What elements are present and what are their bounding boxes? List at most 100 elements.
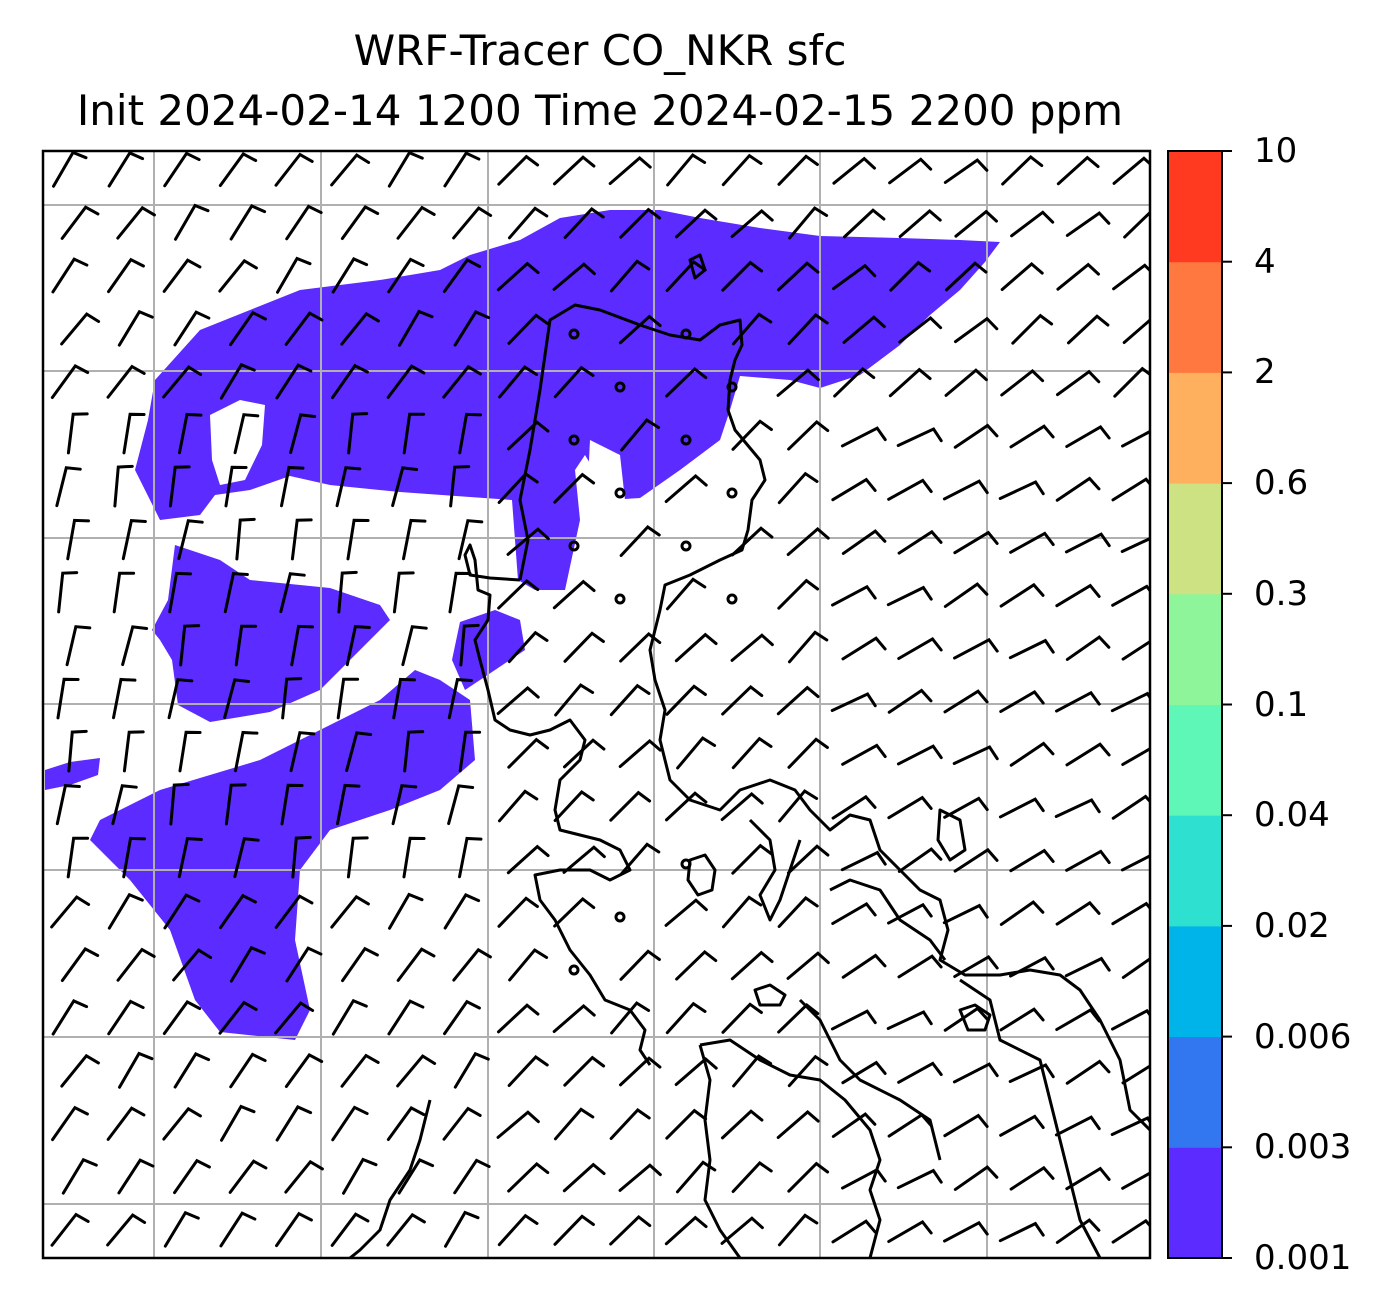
- wind-barb: [106, 364, 146, 399]
- wind-barb: [1011, 313, 1054, 345]
- wind-barb: [229, 204, 267, 241]
- wind-barb: [229, 1052, 267, 1089]
- colorbar-segment: [1168, 1036, 1222, 1148]
- wind-barb: [169, 782, 190, 826]
- calm-circle: [568, 434, 580, 446]
- wind-barb: [177, 836, 203, 879]
- wind-barb: [122, 730, 145, 773]
- wind-barb: [1009, 531, 1055, 554]
- wind-barb: [840, 850, 887, 872]
- plume-hole-2: [588, 440, 625, 505]
- wind-barb: [507, 313, 549, 345]
- wind-barb: [388, 892, 424, 930]
- wind-barb: [507, 1161, 550, 1193]
- calm-circle: [680, 858, 692, 870]
- wind-barb: [619, 207, 662, 239]
- coastline-west-bay: [463, 543, 652, 1066]
- wind-barb: [776, 1109, 820, 1140]
- wind-barb: [391, 784, 418, 826]
- colorbar-tick-label: 0.1: [1254, 684, 1309, 725]
- wind-barb: [830, 692, 877, 712]
- wind-barb: [218, 1000, 258, 1035]
- calm-circle: [568, 964, 580, 976]
- wind-barb: [999, 690, 1045, 713]
- wind-barb: [121, 625, 149, 667]
- calm-circle: [614, 381, 626, 393]
- wind-barb: [731, 1161, 773, 1194]
- wind-barb: [447, 784, 475, 826]
- wind-barb: [886, 585, 933, 607]
- wind-barb: [442, 1106, 482, 1141]
- colorbar-tick-label: 4: [1254, 241, 1276, 282]
- wind-barb: [398, 309, 434, 347]
- wind-barb: [1056, 155, 1100, 186]
- wind-barb: [999, 582, 1045, 608]
- wind-barb: [218, 258, 258, 293]
- wind-barb: [553, 896, 596, 928]
- wind-barb: [279, 572, 306, 614]
- wind-barb: [553, 365, 595, 399]
- colorbar-tick-label: 10: [1254, 131, 1298, 171]
- wind-barb: [831, 1112, 877, 1138]
- colorbar-tick-label: 2: [1254, 352, 1276, 393]
- calm-circle: [614, 487, 626, 499]
- wind-barb: [610, 1001, 651, 1035]
- wind-barb: [731, 736, 773, 770]
- wind-barb: [285, 946, 323, 983]
- wind-barb: [346, 836, 369, 879]
- wind-barb: [235, 517, 256, 561]
- wind-barb: [228, 1159, 268, 1194]
- wind-barb: [107, 892, 144, 930]
- lake-1: [686, 853, 717, 897]
- wind-barb: [665, 1108, 708, 1140]
- wind-barb: [219, 893, 257, 930]
- wind-barb: [777, 578, 820, 610]
- wind-barb: [168, 465, 191, 508]
- wind-barb: [458, 412, 483, 455]
- wind-barb: [777, 1002, 820, 1034]
- wind-barb: [1065, 425, 1111, 448]
- wind-barb: [552, 1003, 596, 1034]
- wind-barb: [507, 206, 549, 240]
- map-gridlines: [43, 151, 1150, 1258]
- wind-barb: [942, 903, 989, 925]
- wind-barb: [56, 677, 80, 720]
- wind-barb: [1123, 210, 1150, 239]
- wind-barb: [1065, 211, 1111, 237]
- wind-barb: [897, 529, 943, 555]
- wind-barb: [280, 465, 305, 508]
- wind-barb: [506, 420, 550, 451]
- wind-barb: [778, 789, 819, 823]
- wind-barb: [163, 1210, 200, 1248]
- wind-barb: [106, 1106, 146, 1141]
- wind-barb: [952, 1062, 999, 1084]
- wind-barb: [897, 954, 943, 979]
- wind-barb: [496, 1110, 540, 1139]
- wind-barb: [888, 157, 933, 185]
- coastline-southwest: [349, 1099, 432, 1258]
- wind-barb: [665, 260, 707, 293]
- wind-barb: [284, 311, 324, 346]
- wind-barb: [106, 1213, 147, 1247]
- wind-barb: [107, 257, 145, 294]
- wind-barb: [777, 1213, 819, 1247]
- wind-barb: [831, 477, 877, 502]
- wind-barb: [284, 1159, 324, 1194]
- wind-barb: [66, 518, 91, 561]
- wind-barb: [952, 745, 999, 765]
- wind-barb: [730, 633, 774, 662]
- wind-barb: [1055, 369, 1101, 397]
- colorbar: [1167, 150, 1232, 1259]
- wind-barb: [337, 570, 358, 614]
- wind-barb: [608, 155, 652, 186]
- wind-barb: [731, 312, 773, 346]
- wind-barb: [664, 1215, 708, 1246]
- wind-barb: [998, 797, 1045, 819]
- wind-barb: [50, 895, 91, 929]
- wind-barb: [452, 206, 493, 240]
- wind-barb: [66, 836, 90, 879]
- wind-barb: [506, 844, 550, 875]
- wind-barb: [402, 518, 427, 561]
- wind-barb: [55, 466, 82, 508]
- calm-circle: [726, 487, 738, 499]
